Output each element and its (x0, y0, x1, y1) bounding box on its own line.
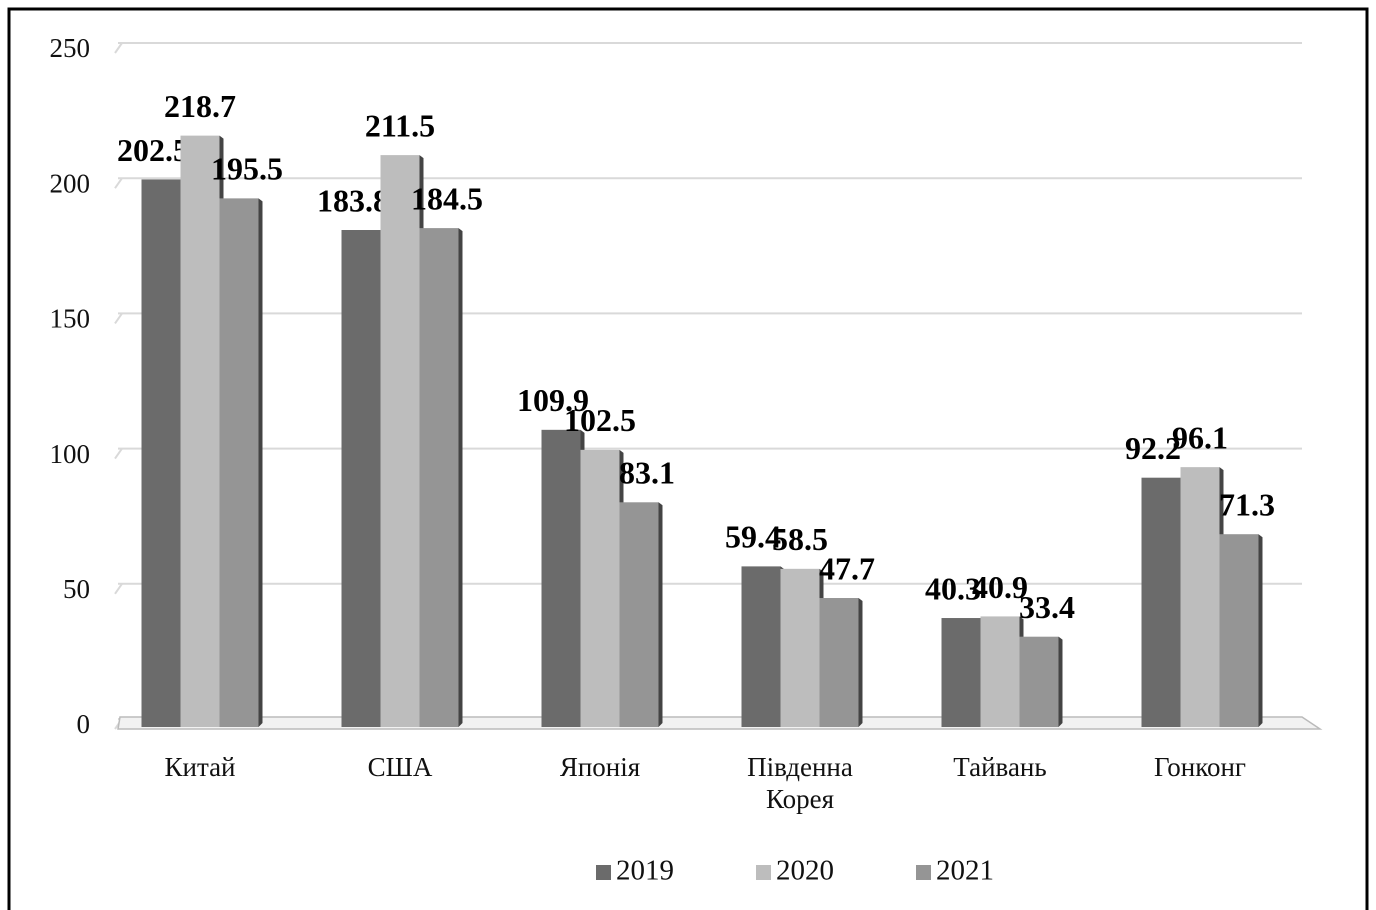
tick-mark (114, 312, 123, 324)
bar-side (1058, 636, 1063, 727)
bar (380, 155, 420, 727)
data-label: 40.3 (925, 570, 981, 606)
bar (541, 429, 581, 727)
tick-mark (114, 448, 123, 460)
bar (1219, 534, 1259, 727)
y-tick-label: 50 (63, 574, 90, 604)
bar (741, 566, 781, 727)
legend-label: 2019 (616, 855, 674, 887)
bar (419, 228, 459, 727)
y-tick-label: 150 (50, 304, 91, 334)
legend-swatch (596, 865, 611, 880)
bar (580, 449, 620, 727)
bar (980, 616, 1020, 727)
legend-swatch (756, 865, 771, 880)
data-label: 71.3 (1219, 487, 1275, 523)
bar-side (458, 228, 463, 727)
legend-label: 2020 (776, 855, 834, 887)
bar-side (258, 198, 263, 728)
y-tick-label: 250 (50, 33, 91, 63)
bar (341, 230, 381, 727)
data-label: 33.4 (1019, 589, 1075, 625)
frame (7, 7, 1369, 910)
bar (619, 502, 659, 727)
data-label: 40.9 (972, 569, 1028, 605)
bar (1019, 636, 1059, 727)
bar (1180, 467, 1220, 727)
bar (219, 198, 259, 728)
y-tick-label: 0 (77, 709, 91, 739)
data-label: 102.5 (564, 402, 636, 438)
bar (1141, 477, 1181, 727)
bar-side (658, 502, 663, 727)
bar (819, 598, 859, 727)
bar (141, 179, 181, 727)
x-tick-label: США (367, 752, 433, 782)
data-label: 83.1 (619, 455, 675, 491)
data-label: 202.5 (117, 132, 189, 168)
tick-mark (114, 583, 123, 595)
y-tick-label: 200 (50, 168, 91, 198)
bar (180, 135, 220, 727)
tick-mark (114, 177, 123, 189)
data-label: 211.5 (365, 107, 435, 143)
data-label: 195.5 (211, 151, 283, 187)
x-tick-label: Японія (559, 752, 641, 782)
bar-side (1258, 534, 1263, 727)
data-label: 183.8 (317, 182, 389, 218)
x-tick-label: Китай (164, 752, 236, 782)
y-tick-label: 100 (50, 439, 91, 469)
data-label: 218.7 (164, 88, 236, 124)
data-label: 96.1 (1172, 419, 1228, 455)
x-tick-label: Тайвань (953, 752, 1047, 782)
floor (117, 716, 1323, 730)
bar (941, 618, 981, 727)
bar-side (858, 598, 863, 727)
data-label: 47.7 (819, 550, 875, 586)
x-tick-label: Гонконг (1154, 752, 1246, 782)
data-label: 109.9 (517, 382, 589, 418)
legend-label: 2021 (936, 855, 994, 887)
data-label: 59.4 (725, 519, 781, 555)
data-label: 58.5 (772, 521, 828, 557)
bar (780, 568, 820, 727)
tick-mark (114, 42, 123, 54)
x-tick-label: Південна Корея (747, 752, 853, 814)
data-label: 184.5 (411, 180, 483, 216)
data-label: 92.2 (1125, 430, 1181, 466)
legend-swatch (916, 865, 931, 880)
